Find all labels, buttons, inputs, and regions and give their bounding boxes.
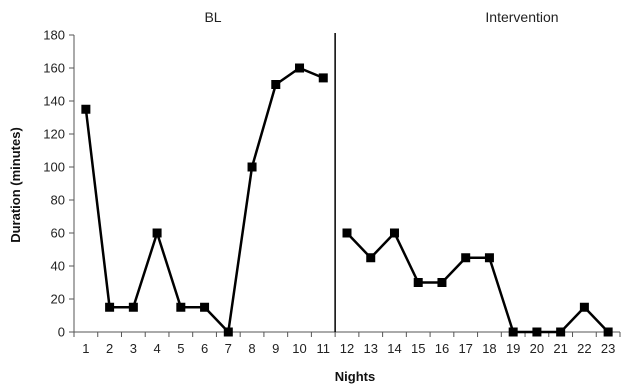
data-point-marker	[461, 253, 471, 263]
data-point-marker	[105, 302, 115, 312]
x-tick-label: 7	[225, 341, 232, 356]
data-point-marker	[128, 302, 138, 312]
phase-label-baseline: BL	[204, 9, 221, 25]
data-point-marker	[366, 253, 376, 263]
y-tick-label: 0	[58, 325, 65, 340]
y-tick-label: 100	[43, 160, 65, 175]
x-tick-label: 1	[82, 341, 89, 356]
data-point-marker	[389, 228, 399, 238]
x-tick-label: 2	[106, 341, 113, 356]
x-tick-label: 17	[458, 341, 472, 356]
x-tick-label: 10	[292, 341, 306, 356]
y-axis: 0 20 40 60 80 100 120 140 160 180	[43, 28, 75, 340]
series-baseline	[81, 63, 328, 337]
data-point-marker	[318, 73, 328, 83]
x-tick-label: 19	[506, 341, 520, 356]
x-tick-label: 15	[411, 341, 425, 356]
x-tick-label: 12	[340, 341, 354, 356]
data-point-marker	[152, 228, 162, 238]
data-point-marker	[342, 228, 352, 238]
x-tick-label: 21	[553, 341, 567, 356]
data-point-marker	[603, 327, 613, 337]
y-axis-title: Duration (minutes)	[8, 127, 23, 243]
series-intervention	[342, 228, 613, 337]
data-point-marker	[532, 327, 542, 337]
x-tick-label: 5	[177, 341, 184, 356]
phase-labels: BL Intervention	[204, 9, 558, 25]
x-tick-label: 14	[387, 341, 401, 356]
y-tick-label: 140	[43, 94, 65, 109]
data-point-marker	[247, 162, 257, 172]
x-tick-label: 22	[577, 341, 591, 356]
x-tick-label: 23	[601, 341, 615, 356]
data-point-marker	[223, 327, 233, 337]
data-point-marker	[81, 104, 91, 114]
data-point-marker	[556, 327, 566, 337]
x-tick-label: 13	[364, 341, 378, 356]
series-line	[84, 66, 324, 334]
x-tick-label: 8	[248, 341, 255, 356]
data-point-marker	[508, 327, 518, 337]
y-tick-label: 160	[43, 61, 65, 76]
y-tick-label: 40	[51, 259, 65, 274]
data-point-marker	[484, 253, 494, 263]
series-line	[346, 231, 610, 334]
data-point-marker	[271, 80, 281, 89]
y-tick-label: 20	[51, 292, 65, 307]
y-tick-label: 80	[51, 193, 65, 208]
x-axis-title: Nights	[335, 369, 375, 384]
x-tick-label: 18	[482, 341, 496, 356]
y-tick-label: 180	[43, 28, 65, 43]
y-tick-label: 60	[51, 226, 65, 241]
x-tick-label: 4	[153, 341, 160, 356]
x-axis: 1 2 3 4 5 6 7 8 9 10 11 12 13 14 15 16 17 18 19 20 21 22 23	[73, 331, 621, 356]
y-tick-label: 120	[43, 127, 65, 142]
data-series	[81, 63, 613, 337]
data-point-marker	[176, 302, 186, 312]
x-tick-label: 11	[317, 341, 331, 356]
x-tick-label: 20	[530, 341, 544, 356]
data-point-marker	[413, 278, 423, 287]
phase-label-intervention: Intervention	[485, 9, 558, 25]
x-tick-label: 9	[272, 341, 279, 356]
x-tick-label: 16	[435, 341, 449, 356]
data-point-marker	[437, 278, 447, 287]
x-tick-label: 6	[201, 341, 208, 356]
data-point-marker	[295, 63, 305, 73]
data-point-marker	[200, 302, 210, 312]
x-tick-label: 3	[130, 341, 137, 356]
data-point-marker	[579, 302, 589, 312]
